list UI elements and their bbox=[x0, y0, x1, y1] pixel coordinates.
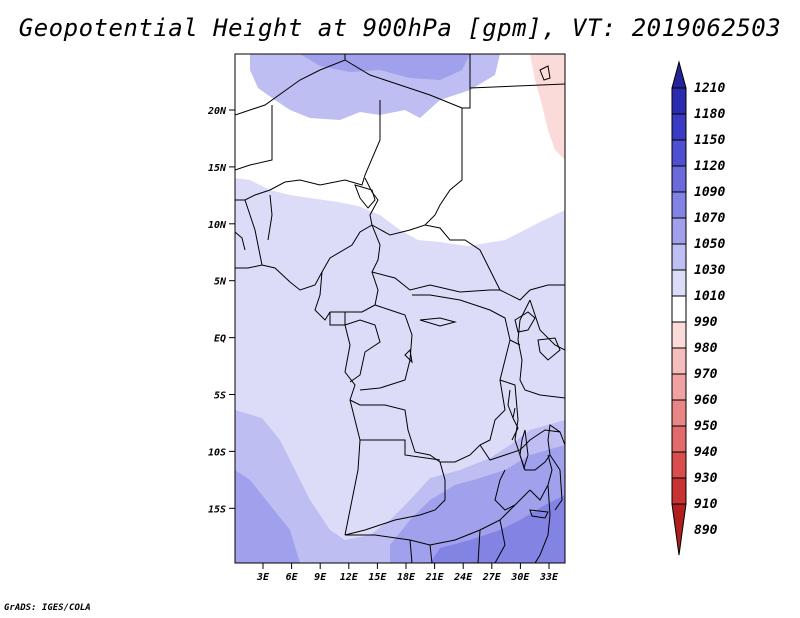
lat-tick-label: 15S bbox=[208, 504, 226, 515]
colorbar-label: 970 bbox=[694, 367, 718, 382]
lon-tick-label: 18E bbox=[397, 572, 416, 583]
colorbar-segment bbox=[671, 269, 687, 297]
height-field-low-northeast bbox=[530, 54, 565, 160]
lat-tick-label: 5S bbox=[214, 391, 226, 402]
map-title: Geopotential Height at 900hPa [gpm], VT:… bbox=[18, 14, 782, 42]
lat-tick-label: 10N bbox=[208, 220, 227, 231]
colorbar-label: 1090 bbox=[694, 185, 725, 200]
lon-tick-label: 3E bbox=[256, 572, 270, 583]
colorbar-segment bbox=[671, 191, 687, 219]
lon-tick-label: 24E bbox=[453, 572, 473, 583]
colorbar-segment bbox=[671, 347, 687, 375]
map-frame bbox=[234, 53, 566, 564]
lat-tick-label: 10S bbox=[208, 447, 226, 458]
colorbar-segment bbox=[671, 87, 687, 115]
colorbar-label: 1010 bbox=[694, 289, 725, 304]
colorbar-label: 950 bbox=[694, 419, 718, 434]
longitude-axis: 3E 6E 9E 12E 15E 18E 21E 24E 27E 30E 33E bbox=[256, 563, 559, 583]
lon-tick-label: 9E bbox=[314, 572, 327, 583]
lon-tick-label: 33E bbox=[539, 572, 559, 583]
colorbar-label: 960 bbox=[694, 393, 718, 408]
lakes bbox=[354, 65, 561, 519]
lon-tick-label: 6E bbox=[286, 572, 299, 583]
colorbar-segment bbox=[671, 165, 687, 193]
colorbar-segment bbox=[671, 243, 687, 271]
colorbar-label: 890 bbox=[694, 523, 718, 538]
lon-tick-label: 30E bbox=[510, 572, 530, 583]
map-plot-area bbox=[235, 54, 565, 563]
colorbar-label: 1070 bbox=[694, 211, 725, 226]
lon-tick-label: 12E bbox=[340, 572, 359, 583]
colorbar-segment bbox=[671, 113, 687, 141]
colorbar-label: 910 bbox=[694, 497, 718, 512]
colorbar-label: 1120 bbox=[694, 159, 725, 174]
colorbar-segment bbox=[671, 399, 687, 427]
latitude-axis: 20N 15N 10N 5N EQ 5S 10S 15S bbox=[207, 106, 235, 515]
lat-tick-label: 20N bbox=[207, 106, 227, 117]
lon-tick-label: 27E bbox=[482, 572, 502, 583]
colorbar-label: 1050 bbox=[694, 237, 725, 252]
lat-tick-label: 15N bbox=[208, 163, 227, 174]
colorbar-segment bbox=[671, 139, 687, 167]
colorbar-label: 930 bbox=[694, 471, 718, 486]
colorbar-label: 1210 bbox=[694, 81, 725, 96]
colorbar-segment bbox=[671, 321, 687, 349]
colorbar-segment bbox=[671, 425, 687, 453]
colorbar-label: 1030 bbox=[694, 263, 725, 278]
colorbar-label: 1180 bbox=[694, 107, 725, 122]
colorbar-top-arrow bbox=[671, 60, 687, 89]
lon-tick-label: 21E bbox=[425, 572, 445, 583]
colorbar-label: 990 bbox=[694, 315, 718, 330]
colorbar-label: 1150 bbox=[694, 133, 725, 148]
colorbar-segment bbox=[671, 217, 687, 245]
colorbar-label: 940 bbox=[694, 445, 718, 460]
colorbar-segment bbox=[671, 477, 687, 505]
colorbar-label: 980 bbox=[694, 341, 718, 356]
colorbar-segment bbox=[671, 373, 687, 401]
colorbar-segment bbox=[671, 295, 687, 323]
grads-credit: GrADS: IGES/COLA bbox=[4, 603, 91, 613]
country-borders bbox=[235, 54, 565, 563]
height-field-south-d bbox=[430, 495, 565, 563]
lon-tick-label: 15E bbox=[368, 572, 387, 583]
lat-tick-label: 5N bbox=[214, 277, 227, 288]
colorbar-bottom-arrow bbox=[671, 503, 687, 556]
colorbar: 1210 1180 1150 1120 1090 1070 1050 1030 1010 990 9… bbox=[671, 60, 725, 556]
height-field-south-b bbox=[235, 470, 300, 563]
lat-tick-label: EQ bbox=[214, 334, 226, 345]
colorbar-segment bbox=[671, 451, 687, 479]
